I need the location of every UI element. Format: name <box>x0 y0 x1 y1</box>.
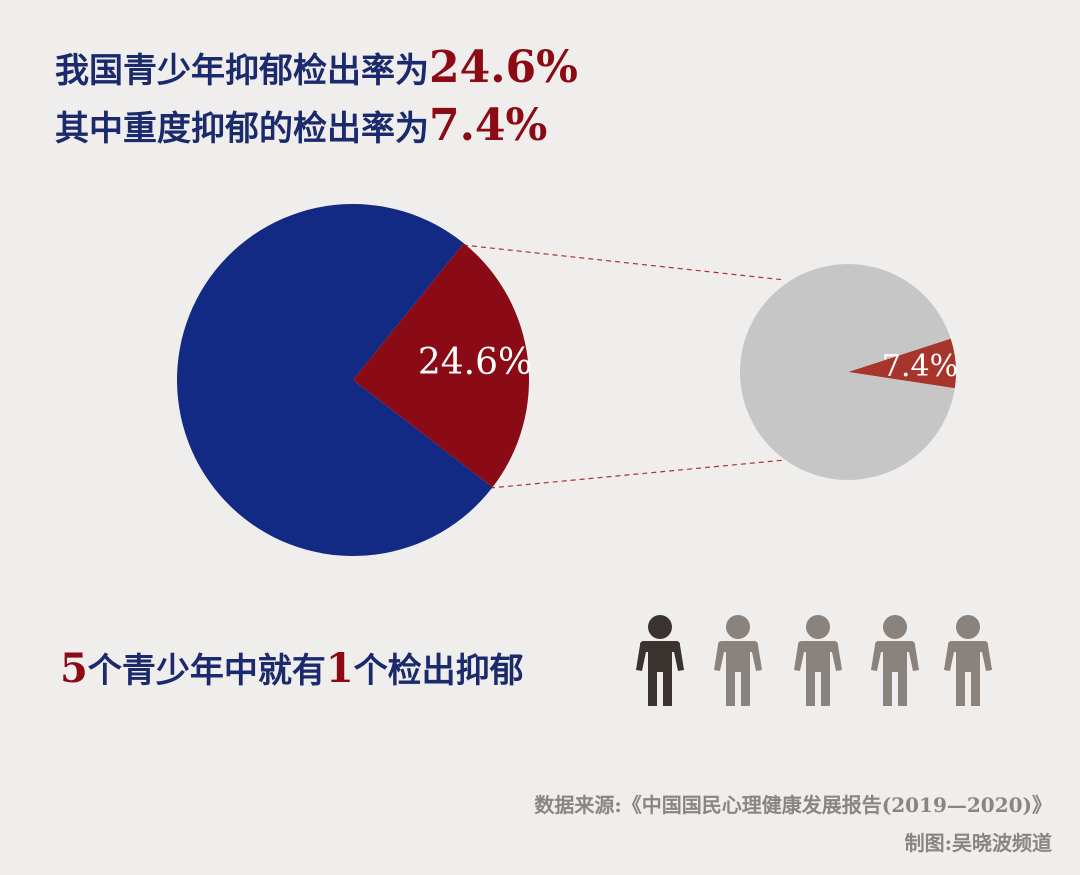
statement: 5个青少年中就有1个检出抑郁 <box>60 645 524 692</box>
source: 数据来源:《中国国民心理健康发展报告(2019—2020)》 <box>534 793 1052 817</box>
credit: 制图:吴晓波频道 <box>905 831 1052 855</box>
pie-slice <box>176 204 493 556</box>
slice-label: 24.6% <box>418 342 532 383</box>
pie-slice <box>848 338 957 389</box>
headline-text: 我国青少年抑郁检出率为 <box>55 51 429 91</box>
headline-figure: 24.6% <box>429 42 578 93</box>
person-icon <box>944 615 992 706</box>
pie-slice <box>353 243 529 488</box>
pie-slice <box>740 263 955 480</box>
person-icon <box>794 615 842 706</box>
people-icons <box>636 615 992 706</box>
connector <box>489 459 786 489</box>
headline-2: 其中重度抑郁的检出率为7.4% <box>55 100 547 151</box>
headline-1: 我国青少年抑郁检出率为24.6% <box>55 42 578 93</box>
statement-number: 5 <box>60 645 88 692</box>
slice-label: 7.4% <box>882 349 958 384</box>
headline-text: 其中重度抑郁的检出率为 <box>55 109 429 149</box>
pies: 24.6% 7.4% <box>176 204 958 556</box>
statement-text: 个青少年中就有 <box>88 651 326 691</box>
statement-number: 1 <box>326 645 354 692</box>
headline-figure: 7.4% <box>429 100 547 151</box>
statement-text: 个检出抑郁 <box>354 651 524 691</box>
person-icon <box>636 615 684 706</box>
person-icon <box>871 615 919 706</box>
person-icon <box>714 615 762 706</box>
